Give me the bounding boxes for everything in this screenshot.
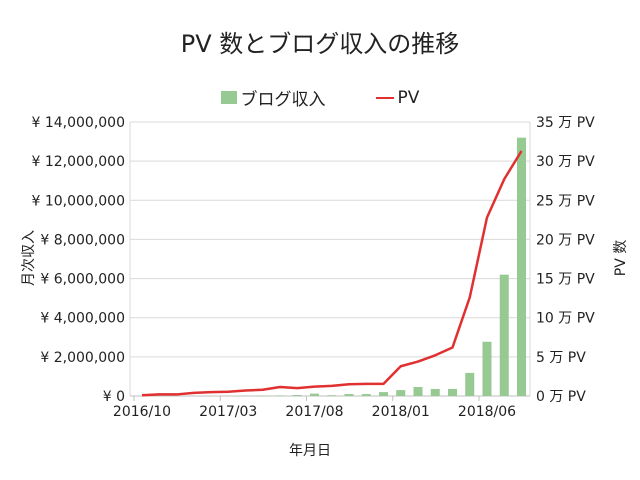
left-tick-label: ¥ 10,000,000 xyxy=(31,193,125,209)
bar-income xyxy=(379,392,388,396)
left-tick-label: ¥ 12,000,000 xyxy=(31,154,125,170)
legend-item-pv: PV xyxy=(375,85,420,110)
x-axis-title: 年月日 xyxy=(289,443,331,459)
bar-income xyxy=(465,372,475,396)
right-tick-label: 0 万 PV xyxy=(536,389,586,405)
left-tick-label: ¥ 8,000,000 xyxy=(40,232,125,248)
bar-income xyxy=(482,341,492,396)
x-tick-label: 2018/06 xyxy=(458,404,516,420)
left-tick-label: ¥ 4,000,000 xyxy=(40,311,125,327)
right-tick-label: 25 万 PV xyxy=(536,193,595,209)
line-pv xyxy=(141,150,523,397)
legend-label-income: ブログ収入 xyxy=(240,90,326,110)
bar-income xyxy=(344,394,354,396)
bar-income xyxy=(517,137,526,396)
right-tick-label: 15 万 PV xyxy=(536,272,595,288)
legend-swatch-pv xyxy=(375,96,394,99)
bar-income xyxy=(430,388,440,396)
right-tick-label: 5 万 PV xyxy=(536,350,586,366)
bar-income xyxy=(361,394,371,396)
right-tick-label: 35 万 PV xyxy=(536,115,595,131)
bar-income xyxy=(327,395,337,396)
bar-income xyxy=(292,395,302,396)
right-tick-label: 30 万 PV xyxy=(536,154,595,170)
left-tick-label: ¥ 0 xyxy=(103,389,125,405)
legend-swatch-income xyxy=(220,91,237,104)
bar-income xyxy=(448,388,457,396)
bar-income xyxy=(413,386,423,396)
legend-label-pv: PV xyxy=(397,87,420,108)
legend: ブログ収入 PV xyxy=(0,85,640,110)
chart-title: PV 数とブログ収入の推移 xyxy=(180,30,460,58)
x-tick-label: 2016/10 xyxy=(113,404,171,420)
bar-income xyxy=(275,395,285,396)
x-tick-label: 2017/03 xyxy=(199,404,257,420)
left-tick-label: ¥ 6,000,000 xyxy=(40,272,125,288)
right-tick-label: 10 万 PV xyxy=(536,311,595,327)
x-tick-label: 2018/01 xyxy=(372,404,430,420)
bar-income xyxy=(310,393,319,396)
left-tick-label: ¥ 2,000,000 xyxy=(40,350,125,366)
bar-income xyxy=(499,274,509,396)
right-tick-label: 20 万 PV xyxy=(536,232,595,248)
legend-item-income: ブログ収入 xyxy=(220,85,326,110)
left-tick-label: ¥ 14,000,000 xyxy=(31,115,125,131)
bar-income xyxy=(396,390,406,396)
x-tick-label: 2017/08 xyxy=(285,404,343,420)
